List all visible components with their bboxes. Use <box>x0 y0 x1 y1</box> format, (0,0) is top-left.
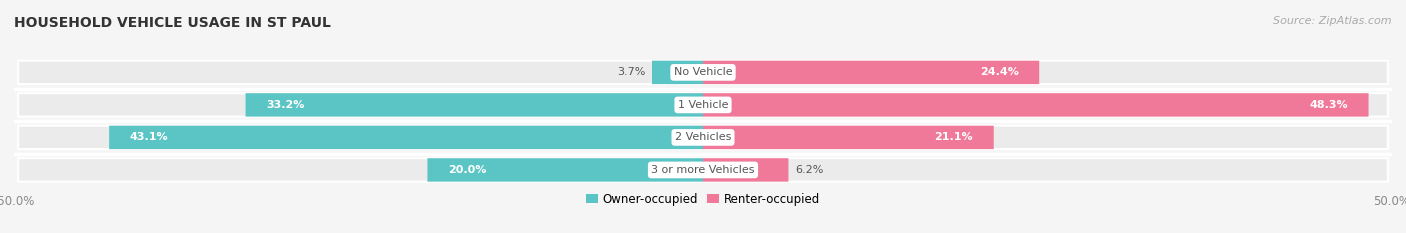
Text: 2 Vehicles: 2 Vehicles <box>675 132 731 142</box>
FancyBboxPatch shape <box>18 93 1388 116</box>
FancyBboxPatch shape <box>703 126 994 149</box>
Text: 1 Vehicle: 1 Vehicle <box>678 100 728 110</box>
Text: 21.1%: 21.1% <box>935 132 973 142</box>
FancyBboxPatch shape <box>703 158 789 182</box>
Text: 3 or more Vehicles: 3 or more Vehicles <box>651 165 755 175</box>
Text: 3.7%: 3.7% <box>617 67 645 77</box>
FancyBboxPatch shape <box>18 158 1388 182</box>
FancyBboxPatch shape <box>703 61 1039 84</box>
FancyBboxPatch shape <box>246 93 703 116</box>
Text: 33.2%: 33.2% <box>266 100 305 110</box>
Text: No Vehicle: No Vehicle <box>673 67 733 77</box>
Legend: Owner-occupied, Renter-occupied: Owner-occupied, Renter-occupied <box>581 188 825 210</box>
FancyBboxPatch shape <box>652 61 703 84</box>
Text: 48.3%: 48.3% <box>1309 100 1348 110</box>
Text: 6.2%: 6.2% <box>796 165 824 175</box>
Text: 20.0%: 20.0% <box>449 165 486 175</box>
FancyBboxPatch shape <box>18 61 1388 84</box>
Text: 24.4%: 24.4% <box>980 67 1018 77</box>
Text: Source: ZipAtlas.com: Source: ZipAtlas.com <box>1274 16 1392 26</box>
FancyBboxPatch shape <box>110 126 703 149</box>
Text: 43.1%: 43.1% <box>129 132 169 142</box>
FancyBboxPatch shape <box>703 93 1368 116</box>
FancyBboxPatch shape <box>427 158 703 182</box>
FancyBboxPatch shape <box>18 126 1388 149</box>
Text: HOUSEHOLD VEHICLE USAGE IN ST PAUL: HOUSEHOLD VEHICLE USAGE IN ST PAUL <box>14 16 330 30</box>
